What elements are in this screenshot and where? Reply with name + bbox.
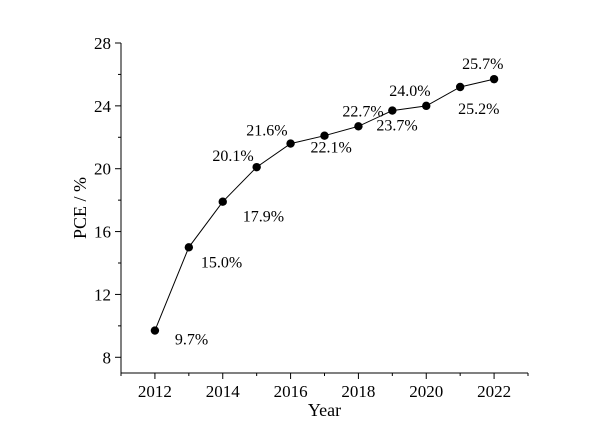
y-tick-label: 20 [94,160,111,179]
ticks: 2012 2014 2016 2018 2020 2022 8 12 16 20 24 28 [94,34,529,401]
series-line [154,78,495,331]
data-label: 22.1% [311,140,352,157]
data-point [184,243,194,252]
y-tick-label: 28 [94,34,111,53]
data-point [388,106,397,115]
y-tick-label: 16 [94,223,111,242]
data-point [354,122,363,131]
y-tick-label: 8 [103,348,112,367]
data-label: 21.6% [246,123,287,140]
data-point [218,197,227,206]
data-label: 25.7% [462,56,503,73]
data-label: 24.0% [389,83,430,100]
data-point [252,162,261,172]
y-tick-label: 24 [94,97,112,116]
data-point [320,131,329,140]
data-label: 17.9% [243,209,284,226]
data-label: 15.0% [201,254,242,271]
data-label: 9.7% [175,332,208,349]
y-tick-label: 12 [94,285,111,304]
x-axis-label: Year [308,400,341,420]
series [150,74,499,335]
data-label: 23.7% [376,118,417,135]
axes [120,43,528,374]
data-point [489,74,499,84]
x-tick-label: 2018 [341,382,375,401]
data-point [150,326,160,335]
data-point [286,139,295,148]
x-tick-label: 2016 [274,382,308,401]
data-label: 25.2% [458,101,499,118]
data-labels: 9.7% 15.0% 17.9% 20.1% 21.6% 22.1% 22.7%23.7% 2… [175,56,503,348]
data-point [422,101,431,111]
data-label: 20.1% [212,148,253,165]
x-tick-label: 2022 [477,382,511,401]
x-tick-label: 2012 [138,382,172,401]
data-label: 22.7% [342,103,383,120]
x-tick-label: 2014 [206,382,241,401]
data-point [455,82,465,92]
y-axis-label: PCE / % [70,177,90,239]
x-tick-label: 2020 [409,382,443,401]
